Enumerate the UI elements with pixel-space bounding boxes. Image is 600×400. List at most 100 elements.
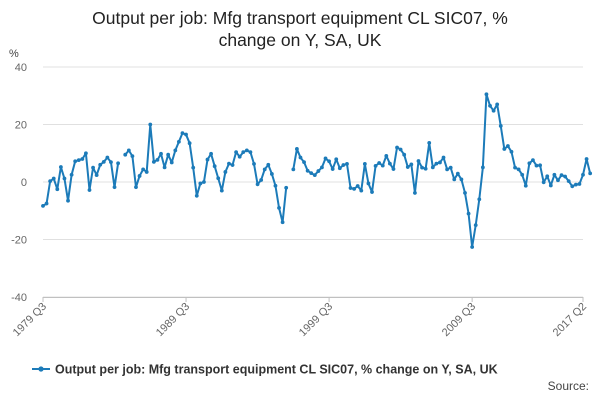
- data-point: [66, 198, 70, 203]
- data-point: [312, 173, 317, 178]
- data-point: [413, 191, 417, 195]
- data-point: [155, 157, 160, 162]
- data-point: [112, 185, 117, 190]
- data-point: [198, 181, 203, 186]
- data-point: [309, 171, 314, 175]
- x-tick-label: 1999 Q3: [297, 301, 335, 339]
- x-tick-labels: 1979 Q3 1989 Q3 1999 Q3 2009 Q3 2017 Q2: [11, 297, 589, 339]
- data-point: [51, 176, 56, 181]
- data-point: [266, 162, 271, 167]
- data-point: [520, 172, 525, 177]
- data-point: [305, 168, 310, 173]
- data-point: [259, 178, 264, 182]
- data-point: [398, 147, 403, 152]
- data-point: [216, 176, 221, 181]
- data-point: [459, 177, 464, 182]
- data-point: [69, 172, 74, 177]
- data-point: [87, 188, 92, 192]
- data-point: [298, 155, 303, 160]
- data-point: [484, 92, 489, 97]
- data-point: [123, 152, 128, 157]
- data-point: [169, 160, 174, 165]
- data-point: [277, 205, 281, 210]
- data-point: [523, 183, 528, 188]
- data-point: [73, 159, 78, 164]
- data-point: [534, 163, 539, 168]
- data-point: [352, 187, 357, 191]
- data-point: [134, 185, 138, 190]
- data-point: [498, 124, 503, 128]
- data-point: [495, 102, 500, 107]
- data-point: [359, 188, 364, 193]
- data-point: [405, 165, 410, 169]
- data-point: [262, 167, 267, 172]
- x-tick-label: 1989 Q3: [154, 301, 192, 339]
- data-point: [244, 148, 249, 153]
- data-point: [387, 161, 392, 166]
- data-point: [126, 148, 131, 153]
- data-point: [176, 139, 181, 144]
- data-point: [466, 211, 471, 216]
- x-tick-label: 2017 Q2: [551, 301, 589, 339]
- data-point: [395, 145, 399, 150]
- chart-title-line-1: Output per job: Mfg transport equipment …: [92, 8, 508, 28]
- data-point: [302, 160, 306, 165]
- data-point: [230, 163, 235, 167]
- legend[interactable]: Output per job: Mfg transport equipment …: [32, 363, 498, 377]
- data-point: [527, 161, 532, 166]
- data-point: [41, 203, 45, 208]
- data-point: [62, 176, 67, 181]
- data-point: [255, 182, 260, 187]
- data-point: [205, 157, 210, 162]
- data-point: [366, 181, 371, 186]
- data-point: [427, 141, 432, 145]
- x-tick-label: 2009 Q3: [440, 301, 478, 339]
- data-point: [502, 147, 507, 151]
- data-point: [570, 184, 575, 189]
- data-point: [280, 220, 285, 225]
- data-point: [223, 170, 228, 174]
- grid-layer: [43, 66, 583, 298]
- data-point: [330, 167, 335, 171]
- chart-title-line-2: change on Y, SA, UK: [219, 30, 382, 50]
- data-point: [105, 155, 110, 160]
- data-point: [273, 183, 278, 188]
- data-point: [473, 223, 478, 228]
- data-point: [159, 151, 163, 156]
- data-point: [323, 156, 328, 161]
- data-point: [455, 171, 460, 176]
- data-point: [327, 159, 331, 164]
- data-point: [488, 103, 492, 108]
- data-point: [516, 167, 521, 172]
- data-point: [284, 185, 289, 190]
- data-point: [130, 154, 135, 159]
- data-point: [320, 165, 324, 170]
- data-point: [173, 148, 178, 153]
- data-point: [355, 184, 360, 188]
- y-tick-label: 0: [21, 177, 27, 189]
- data-point: [559, 173, 564, 178]
- data-point: [409, 162, 414, 167]
- data-point: [577, 182, 582, 186]
- data-point: [362, 161, 367, 166]
- data-point: [445, 167, 450, 172]
- data-point: [269, 172, 274, 176]
- data-point: [101, 159, 106, 164]
- data-point: [452, 177, 457, 182]
- data-point: [531, 158, 535, 163]
- data-point: [423, 166, 428, 171]
- data-point: [470, 245, 475, 249]
- data-point: [334, 157, 339, 162]
- data-point: [563, 174, 568, 179]
- data-point: [219, 188, 224, 193]
- data-point: [187, 141, 192, 146]
- data-point: [373, 164, 378, 168]
- x-tick-label: 1979 Q3: [11, 301, 49, 339]
- data-point: [44, 201, 49, 206]
- data-point: [430, 165, 435, 170]
- data-point: [513, 165, 517, 170]
- data-point: [94, 173, 99, 178]
- source-label: Source:: [548, 379, 589, 393]
- y-tick-label: -20: [11, 235, 27, 247]
- data-point: [252, 161, 256, 166]
